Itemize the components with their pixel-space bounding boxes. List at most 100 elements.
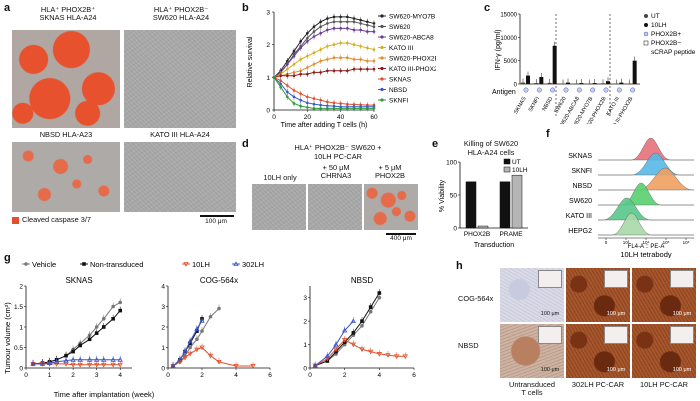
chart-b-series-line: [273, 21, 375, 78]
chart-g-subtitle: NBSD: [351, 276, 373, 285]
chart-f-histogram: [598, 152, 694, 176]
chart-b-point: [312, 30, 316, 33]
chart-b-point: [286, 62, 289, 66]
chart-b-point: [352, 20, 356, 24]
chart-b-legend-marker: [380, 66, 384, 71]
chart-c-ytick-label: 5000: [504, 59, 518, 65]
chart-b-series-line: [273, 42, 375, 78]
chart-g-xtick-label: 6: [412, 372, 416, 379]
chart-c-ytick-label: 10000: [500, 36, 517, 42]
chart-b-xtick-label: 20: [304, 114, 312, 121]
chart-b-series-line: [273, 68, 374, 78]
chart-g-series-line: [172, 320, 203, 367]
chart-b-point: [332, 27, 336, 30]
chart-g-point: [195, 337, 199, 342]
chart-b-point: [339, 15, 342, 19]
chart-g-point: [208, 314, 213, 319]
chart-b-point: [326, 22, 329, 25]
panel-a-cell4-title: KATO III HLA-A24: [150, 130, 210, 139]
chart-b-point: [326, 69, 329, 73]
chart-g-point: [312, 362, 318, 368]
panel-h-scale-1: 100 μm: [540, 311, 560, 317]
panel-b-label: b: [242, 2, 249, 14]
panel-h-img-nbsd-10: [632, 324, 696, 378]
chart-g-ytick-label: 2: [19, 284, 23, 291]
chart-f-histogram: [598, 138, 694, 161]
chart-b-point: [319, 107, 322, 110]
chart-g-point: [359, 347, 365, 353]
panel-h-scale-2: 100 μm: [606, 311, 626, 317]
chart-g-point: [94, 331, 99, 335]
chart-b-point: [326, 17, 329, 20]
chart-c-legend-marker: [643, 40, 649, 46]
chart-c-antigen-marker: [590, 87, 596, 93]
chart-b-point: [312, 97, 316, 100]
chart-g-point: [87, 333, 92, 337]
chart-c-ytick-label: 15000: [500, 13, 517, 19]
chart-b-point: [332, 69, 336, 73]
chart-g-xtick-label: 3: [95, 372, 99, 379]
chart-c-bar: [547, 82, 552, 84]
chart-b-point: [312, 102, 316, 106]
chart-c-legend-text: PHOX2B+: [651, 31, 681, 38]
chart-b-point: [339, 20, 342, 24]
chart-c-ytick-label: 0: [514, 83, 518, 89]
chart-b-legend-text: SKNAS: [389, 77, 412, 84]
chart-g-point: [233, 261, 239, 266]
chart-c-legend-text: sCRAP peptide: [651, 49, 696, 56]
chart-g-point: [187, 338, 193, 344]
chart-g-point: [217, 306, 221, 311]
chart-b-point: [339, 41, 342, 45]
chart-b-point: [332, 20, 336, 24]
chart-e-ytick-label: 50: [450, 193, 458, 200]
panel-a-cell2-title: HLA⁺ PHOX2B⁻ SW620 HLA-A24: [152, 5, 210, 22]
chart-e-legend-text: UT: [512, 159, 521, 166]
chart-b-point: [306, 31, 309, 35]
chart-b-legend-marker: [380, 14, 384, 18]
panel-a-image-sknas: [12, 30, 120, 128]
chart-f-row-label: NBSD: [573, 183, 592, 190]
chart-b-point: [306, 40, 309, 43]
chart-b-xtick-label: 0: [272, 114, 276, 121]
chart-b-point: [279, 85, 282, 89]
chart-b-point: [352, 28, 356, 32]
chart-c-category-label: SKNAS: [513, 96, 528, 115]
chart-b-series-line: [273, 27, 374, 78]
chart-g-xtick-label: 0: [166, 372, 170, 379]
chart-b-point: [286, 84, 289, 87]
chart-b-point: [346, 27, 349, 30]
chart-g-point: [101, 362, 107, 368]
chart-g-point: [82, 262, 86, 266]
chart-b-legend-text: SW620-PHOX2B: [389, 56, 436, 63]
chart-b-point: [366, 67, 369, 71]
panel-e-title-1: Killing of SW620: [463, 139, 519, 148]
chart-g-point: [77, 362, 83, 368]
chart-g-xtick-label: 4: [118, 372, 122, 379]
panel-d-title-1: HLA⁺ PHOX2B⁻ SW620 +: [294, 143, 382, 152]
chart-g-subtitle: SKNAS: [65, 276, 92, 285]
chart-b-point: [332, 107, 336, 110]
chart-b-point: [326, 28, 329, 32]
chart-b-point: [299, 104, 302, 108]
chart-c-antigen-marker: [550, 87, 556, 93]
chart-b-ytick-label: 0: [266, 108, 270, 115]
chart-g-xtick-label: 2: [71, 372, 75, 379]
chart-b-point: [286, 74, 289, 77]
chart-b-point: [306, 54, 309, 58]
chart-f-row-label: HEPG2: [568, 228, 592, 235]
chart-b-point: [292, 89, 296, 92]
chart-b-point: [372, 22, 376, 25]
chart-c-bar: [539, 77, 544, 84]
chart-c-bar: [606, 81, 610, 84]
chart-g-series-line: [33, 363, 121, 366]
chart-g-point: [250, 364, 256, 369]
chart-f-xtick-label: 10⁶: [683, 240, 690, 245]
chart-b-point: [366, 59, 369, 63]
chart-f-histogram: [598, 197, 694, 221]
chart-b-point: [326, 100, 329, 104]
chart-b-point: [299, 46, 302, 50]
chart-g-point: [171, 364, 175, 368]
chart-g-ytick-label: 4: [161, 284, 165, 291]
chart-g-point: [195, 329, 199, 333]
chart-b-point: [332, 56, 336, 60]
